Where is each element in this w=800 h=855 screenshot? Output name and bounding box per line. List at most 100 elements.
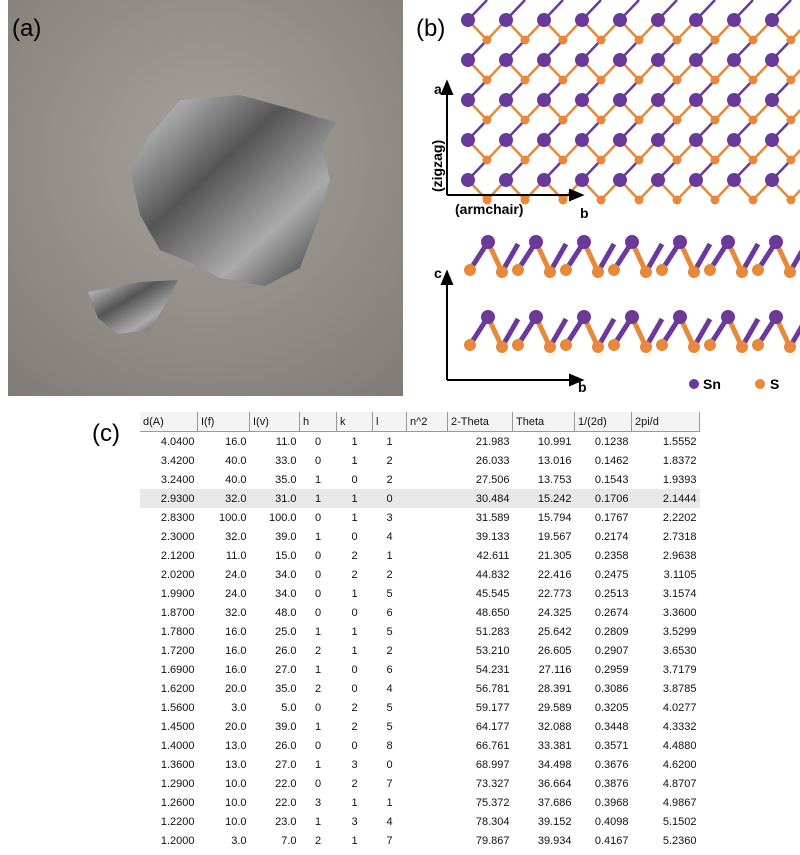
header-row: d(A) I(f) I(v) h k l n^2 2-Theta Theta 1/(2d) 2pi/…: [140, 412, 700, 432]
table-cell: 48.650: [475, 606, 510, 619]
table-cell: 2.2202: [662, 511, 697, 524]
table-cell: 7.0: [281, 834, 297, 847]
table-cell: 33.381: [537, 739, 572, 752]
empty-cell: [407, 660, 448, 679]
table-cell: 0.3876: [594, 777, 629, 790]
sn-atom: [499, 53, 513, 67]
table-cell: 0: [314, 568, 322, 581]
table-cell: 2: [314, 682, 322, 695]
table-cell: 34.0: [275, 587, 297, 600]
s-atom: [634, 115, 644, 125]
table-cell: 1.4000: [160, 739, 195, 752]
s-atom: [710, 195, 720, 205]
s-atom: [704, 339, 716, 351]
s-atom: [520, 75, 530, 85]
s-atom: [786, 75, 796, 85]
table-cell: 4.0400: [160, 435, 195, 448]
table-row: 2.1200 11.0 15.0 0 2 1 42.611 21.305 0.2358 2.963…: [140, 546, 700, 565]
legend-swatch: [755, 379, 765, 389]
s-atom: [482, 155, 492, 165]
table-cell: 2: [351, 720, 358, 733]
structure: [461, 0, 800, 353]
table-cell: 2: [351, 549, 358, 562]
table-cell: 0: [372, 489, 407, 508]
s-atom: [596, 155, 606, 165]
table-row: 4.0400 16.0 11.0 0 1 1 21.983 10.991 0.1238 1.555…: [140, 432, 700, 452]
empty-cell: [407, 717, 448, 736]
s-atom: [496, 266, 508, 278]
table-row: 2.9300 32.0 31.0 1 1 0 30.484 15.242 0.1706 2.144…: [140, 489, 700, 508]
s-atom: [596, 115, 606, 125]
table-cell: 30.484: [447, 489, 513, 508]
table-cell: 1: [299, 489, 337, 508]
table-cell: 1: [351, 511, 358, 524]
table-cell: 11.0: [225, 549, 247, 562]
empty-cell: [407, 565, 448, 584]
s-atom: [558, 195, 568, 205]
table-cell: 0: [314, 777, 322, 790]
table-cell: 2.9300: [140, 489, 198, 508]
sn-atom: [537, 93, 551, 107]
table-cell: 22.773: [537, 587, 572, 600]
empty-cell: [407, 603, 448, 622]
s-atom: [748, 195, 758, 205]
table-row: 1.6900 16.0 27.0 1 0 6 54.231 27.116 0.2959 3.717…: [140, 660, 700, 679]
legend-swatch: [689, 379, 699, 389]
table-cell: 0.3968: [594, 796, 629, 809]
column-header: I(f): [197, 412, 250, 432]
table-row: 1.6200 20.0 35.0 2 0 4 56.781 28.391 0.3086 3.878…: [140, 679, 700, 698]
table-cell: 2.7318: [662, 530, 697, 543]
table-cell: 0: [314, 701, 322, 714]
sn-atom: [651, 133, 665, 147]
axis-label: b: [580, 205, 589, 221]
table-cell: 0.1767: [594, 511, 629, 524]
table-cell: 0: [351, 739, 358, 752]
table-cell: 2.9638: [662, 549, 697, 562]
table-cell: 3.1574: [662, 587, 697, 600]
table-cell: 13.016: [537, 454, 572, 467]
table-cell: 27.116: [538, 663, 572, 676]
table-cell: 39.133: [475, 530, 510, 543]
empty-cell: [407, 584, 448, 603]
s-atom: [520, 115, 530, 125]
table-cell: 0: [351, 606, 358, 619]
sn-atom: [765, 53, 779, 67]
table-cell: 1: [314, 473, 322, 486]
sn-atom: [651, 53, 665, 67]
s-atom: [634, 155, 644, 165]
table-cell: 3: [351, 815, 358, 828]
table-cell: 1.6900: [160, 663, 195, 676]
s-atom: [672, 155, 682, 165]
table-cell: 0: [351, 682, 358, 695]
table-cell: 5: [386, 720, 393, 733]
empty-cell: [407, 793, 448, 812]
table-cell: 11.0: [275, 435, 297, 448]
s-atom: [520, 155, 530, 165]
table-cell: 1: [314, 530, 322, 543]
column-header: Theta: [512, 412, 575, 432]
sn-atom: [765, 93, 779, 107]
s-atom: [672, 115, 682, 125]
legend-label: Sn: [703, 376, 721, 392]
table-cell: 2: [314, 834, 322, 847]
table-cell: 64.177: [475, 720, 510, 733]
column-header: 2pi/d: [631, 412, 700, 432]
s-atom: [748, 75, 758, 85]
sn-atom: [727, 53, 741, 67]
column-header: 1/(2d): [574, 412, 632, 432]
table-cell: 23.0: [275, 815, 297, 828]
sn-atom: [537, 53, 551, 67]
table-row: 1.2000 3.0 7.0 2 1 7 79.867 39.934 0.4167 5.2360: [140, 831, 700, 850]
s-atom: [596, 195, 606, 205]
sn-atom: [727, 13, 741, 27]
s-atom: [656, 264, 668, 276]
table-cell: 100.0: [218, 511, 247, 524]
table-cell: 40.0: [225, 454, 247, 467]
column-header: h: [299, 412, 337, 432]
s-atom: [710, 155, 720, 165]
s-atom: [482, 75, 492, 85]
table-cell: 1: [351, 587, 358, 600]
table-cell: 2: [386, 644, 393, 657]
table-cell: 2: [386, 473, 393, 486]
